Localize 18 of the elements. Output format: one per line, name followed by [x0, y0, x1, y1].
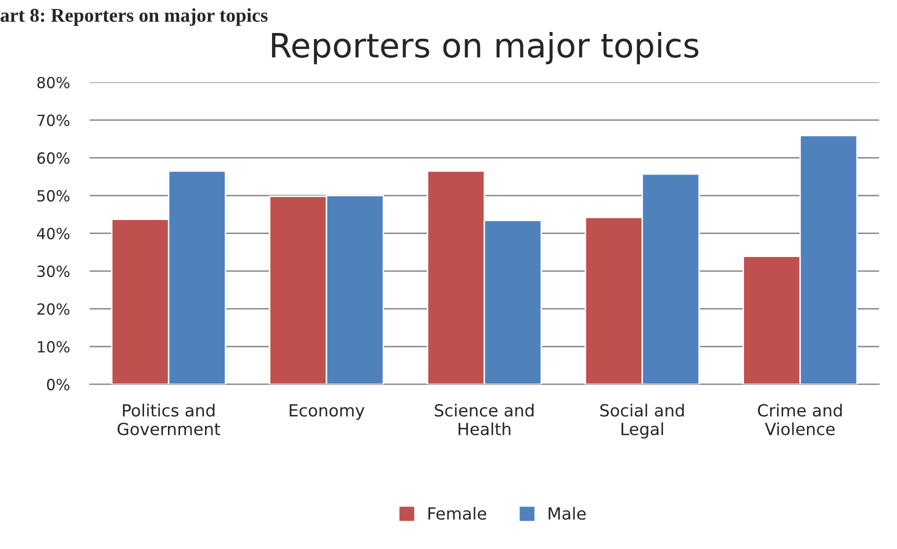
- x-tick-label: Politics and Government: [118, 404, 220, 436]
- y-tick-label: 40%: [37, 228, 70, 240]
- legend-label: Female: [428, 506, 486, 520]
- x-tick-label: Crime and Violence: [758, 404, 842, 436]
- chart-title: Reporters on major topics: [272, 32, 698, 64]
- x-tick-label: Economy: [290, 404, 364, 420]
- y-tick-label: 30%: [37, 266, 70, 278]
- y-tick-label: 60%: [37, 152, 70, 164]
- y-tick-label: 70%: [38, 114, 70, 126]
- text: art 8: Reporters on major topics: [0, 8, 268, 26]
- x-tick-label: Science and Health: [434, 404, 534, 436]
- y-tick-label: 0%: [47, 378, 70, 390]
- legend-label: Male: [548, 506, 586, 520]
- y-tick-label: 50%: [37, 190, 70, 202]
- y-tick-label: 80%: [37, 76, 70, 88]
- y-tick-label: 20%: [37, 303, 70, 315]
- x-tick-label: Social and Legal: [600, 404, 684, 439]
- y-tick-label: 10%: [38, 341, 70, 353]
